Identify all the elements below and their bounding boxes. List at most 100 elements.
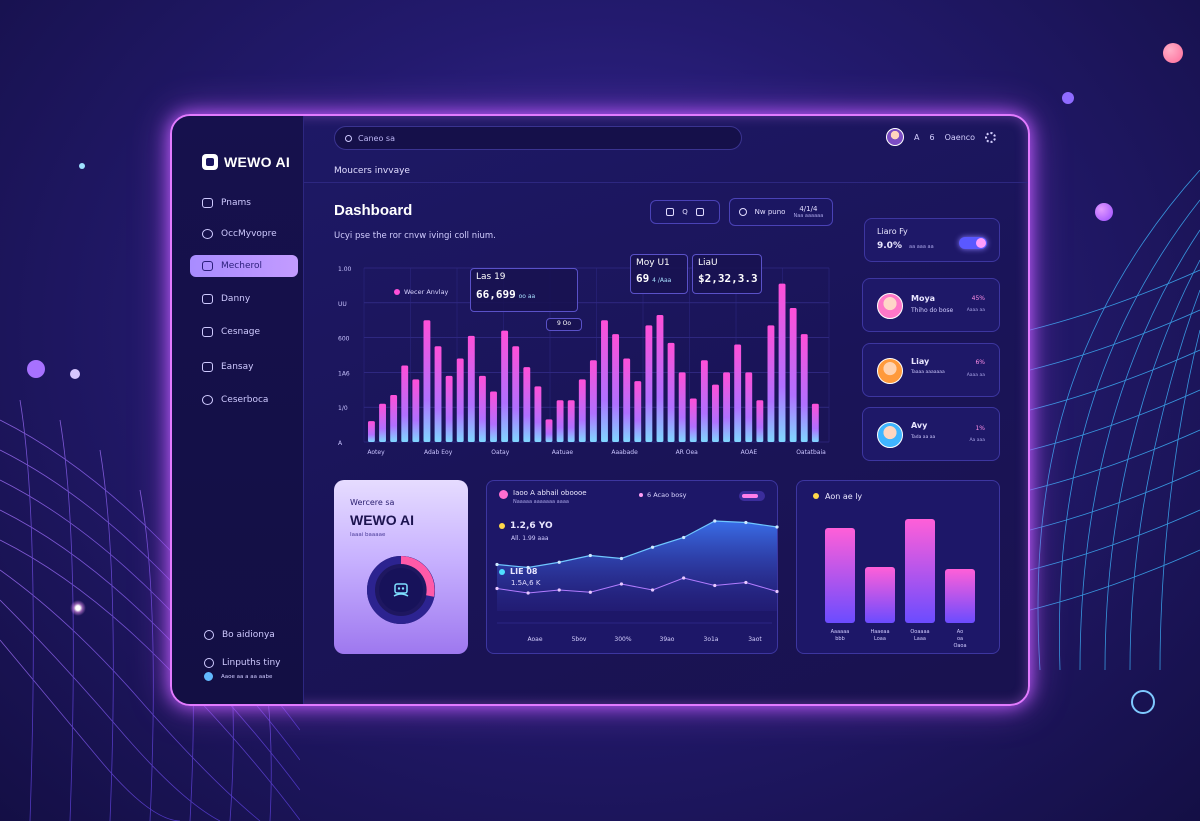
chart-bar — [523, 367, 531, 442]
sidebar-item-danny[interactable]: Danny — [190, 288, 298, 310]
stat2-value: LIE 08 — [510, 567, 538, 576]
x-tick-label: Oatatbaia — [796, 449, 826, 456]
line-stat-1: 1.2,6 YO — [499, 521, 553, 531]
logout-link[interactable]: Linpuths tiny — [204, 658, 280, 668]
header-divider — [304, 182, 1028, 183]
x-tick-label: Aoae — [527, 636, 542, 643]
sparkle-dot — [70, 369, 80, 379]
chart-bar — [412, 379, 420, 442]
x-tick-label: Aotey — [367, 449, 385, 456]
sidebar-item-label: OccMyvopre — [221, 229, 277, 239]
clock-icon — [738, 208, 747, 216]
chart-legend: Wecer Anvlay — [394, 288, 448, 296]
main-bar-chart-svg: 1.00 UU 600 1A6 1/0 A Aotey Adab Eoy Oatay Aatuae… — [338, 266, 830, 456]
profile-name: Moya — [911, 294, 936, 303]
search-input[interactable]: Caneo sa — [334, 126, 742, 150]
chart-bar — [767, 325, 775, 442]
mini-bar — [865, 567, 895, 623]
date-range-button[interactable]: Nw puno 4/1/4 Naa aaaaaa — [729, 198, 833, 226]
planet-orb-small — [1062, 92, 1074, 104]
welcome-sub: Iaaai baaaae — [350, 532, 386, 538]
user-initial: A — [914, 132, 920, 142]
line-series-1-point — [619, 556, 624, 561]
robot-icon — [393, 583, 409, 597]
y-tick-label: 1A6 — [338, 370, 350, 377]
welcome-brand: WEWO AI — [350, 512, 415, 528]
profile-card-1[interactable]: Moya Thiho do bose 45% Aaaa aa — [862, 278, 1000, 332]
chart-tooltip-1: Las 19 66,699 oo aa — [470, 268, 578, 312]
sidebar-item-label: Pnams — [221, 198, 251, 208]
brand-logo-icon — [202, 154, 218, 170]
x-tick-label: Aatuae — [552, 449, 574, 456]
line-series-2-point — [526, 591, 530, 595]
sidebar-item-mecherol[interactable]: Mecherol — [190, 255, 298, 277]
line-series-1 — [496, 520, 778, 569]
brand[interactable]: WEWO AI — [202, 154, 290, 170]
tooltip-sub: oo aa — [518, 293, 536, 300]
legend-label: Wecer Anvlay — [404, 288, 449, 296]
profile-stat-sub: Aa aaa — [969, 438, 985, 443]
y-tick-label: A — [338, 440, 343, 447]
sparkle-top — [79, 163, 85, 169]
profile-card-2[interactable]: Liay Taaaa aaaaaaa 6% Aaaa aa — [862, 343, 1000, 397]
stat1-sub: All. 1.99 aaa — [511, 535, 549, 542]
stat2-sub: 1.5A,6 K — [511, 579, 541, 587]
page-title: Dashboard — [334, 202, 413, 219]
avatar[interactable] — [886, 128, 904, 146]
filter-icon — [666, 208, 675, 216]
chart-bar — [778, 283, 786, 442]
pill-dot — [639, 493, 643, 497]
settings-icon[interactable] — [985, 131, 997, 143]
chart-bar — [379, 403, 386, 442]
y-tick-label: 600 — [338, 336, 350, 343]
tooltip-value: 66,699 — [476, 288, 516, 301]
line-panel-toggle[interactable] — [739, 491, 765, 501]
notification-count[interactable]: 6 — [929, 132, 935, 142]
filter-label: Q — [682, 208, 688, 216]
line-series-2-point — [619, 582, 624, 586]
gear-icon — [202, 395, 213, 405]
line-series-2-point — [557, 588, 561, 592]
line-series-2-point — [713, 583, 717, 588]
x-tick-label: AR Oea — [676, 449, 699, 456]
welcome-greeting: Wercere sa — [350, 498, 395, 507]
line-panel-pill[interactable]: 6 Acao bosy — [639, 491, 686, 499]
help-icon — [204, 630, 214, 640]
sidebar-item-eansay[interactable]: Eansay — [190, 356, 298, 378]
chart-bar — [545, 419, 553, 442]
area-series — [497, 521, 777, 611]
sidebar-item-pnams[interactable]: Pnams — [190, 192, 298, 214]
line-series-1-point — [557, 560, 561, 564]
date-range-label: Nw puno — [754, 208, 786, 216]
main-bar-chart: 1.00 UU 600 1A6 1/0 A Aotey Adab Eoy Oatay Aatuae… — [334, 256, 834, 461]
chart-bar — [501, 330, 509, 442]
chart-bar — [423, 320, 431, 442]
sidebar: WEWO AI Pnams OccMyvopre Mecherol Danny … — [172, 116, 304, 704]
sidebar-item-ceserboca[interactable]: Ceserboca — [190, 389, 298, 411]
x-tick-label: 3aot — [748, 636, 762, 643]
welcome-donut — [367, 556, 435, 624]
stat-dot-cyan — [499, 568, 505, 575]
planet-orb-purple — [1095, 203, 1113, 221]
stat1-value: 1.2,6 YO — [510, 521, 553, 531]
topbar-actions: A 6 Oaenco — [886, 128, 997, 146]
line-series-2-point — [588, 590, 592, 594]
chart-bar — [456, 358, 464, 442]
chart-marker-label: 9 Oo — [546, 318, 582, 331]
sidebar-item-label: Cesnage — [221, 327, 260, 337]
feature-toggle[interactable] — [959, 237, 987, 249]
user-label[interactable]: Oaenco — [944, 132, 976, 142]
sidebar-item-label: Ceserboca — [221, 395, 269, 405]
chart-bar — [567, 400, 575, 442]
filter-button[interactable]: Q — [650, 200, 720, 224]
help-link[interactable]: Bo aidionya — [204, 630, 275, 640]
sidebar-item-cesnage[interactable]: Cesnage — [190, 321, 298, 343]
tooltip-title: LiaU — [698, 258, 718, 268]
chart-bar — [811, 403, 819, 442]
line-series-1-point — [588, 553, 592, 558]
profile-card-3[interactable]: Avy Tada aa aa 1% Aa aaa — [862, 407, 1000, 461]
sidebar-item-occmyvopre[interactable]: OccMyvopre — [190, 223, 298, 245]
logout-icon — [204, 658, 214, 668]
chart-bar — [368, 421, 375, 442]
